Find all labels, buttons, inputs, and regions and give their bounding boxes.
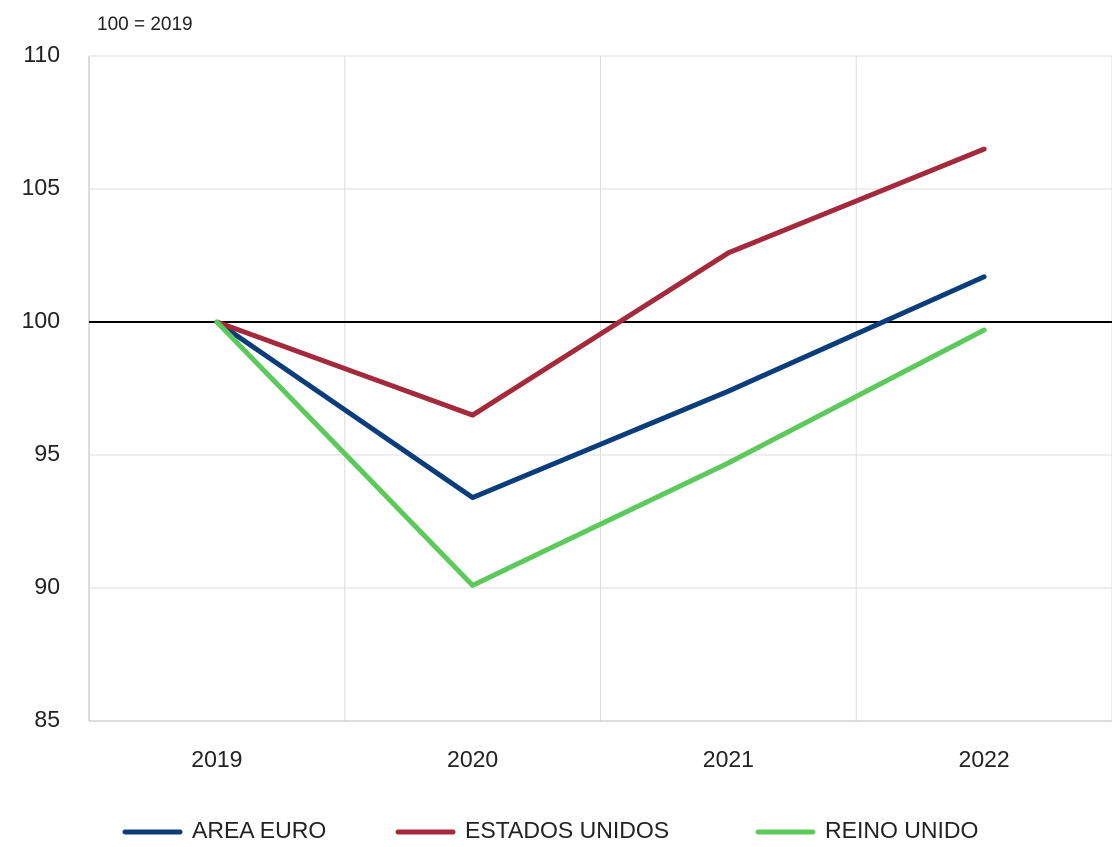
y-unit-label: 100 = 2019 [97,14,193,35]
x-tick-label: 2022 [959,746,1010,772]
x-tick-label: 2019 [191,746,242,772]
legend-label: ESTADOS UNIDOS [465,817,669,843]
series-line [214,274,987,501]
y-tick-label: 85 [34,706,60,732]
y-tick-label: 95 [34,440,60,466]
legend-label: REINO UNIDO [825,817,978,843]
x-tick-label: 2020 [447,746,498,772]
y-tick-label: 105 [22,174,60,200]
legend-label: AREA EURO [192,817,326,843]
series-line [214,319,987,588]
x-tick-label: 2021 [703,746,754,772]
y-tick-label: 100 [22,307,60,333]
series-line [214,146,987,418]
y-tick-label: 110 [23,41,60,67]
y-tick-label: 90 [34,573,60,599]
